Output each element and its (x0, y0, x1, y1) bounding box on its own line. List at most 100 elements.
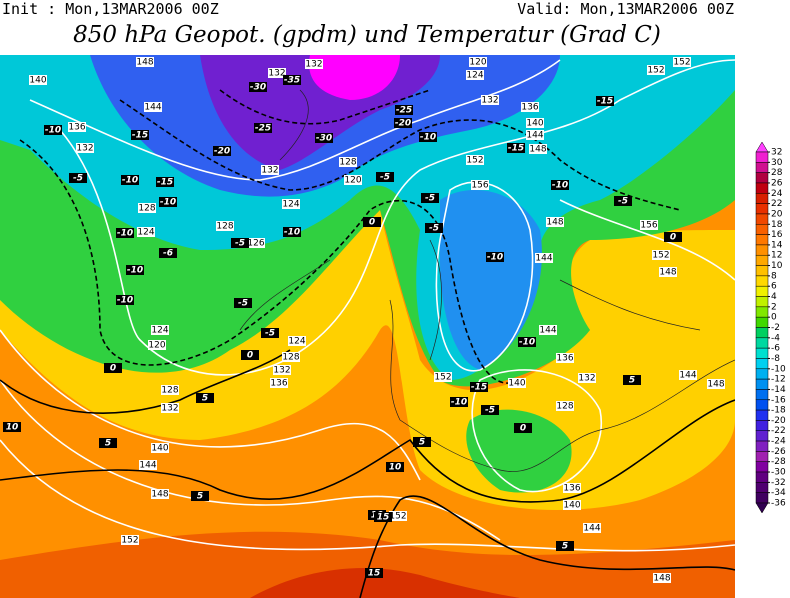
temperature-label: -35 (284, 76, 300, 86)
temperature-label: -20 (214, 147, 230, 157)
colorbar-tick-label: 24 (771, 189, 783, 199)
temperature-label-box (99, 438, 117, 448)
geopotential-label: 152 (121, 536, 138, 546)
temperature-label-box (395, 105, 413, 115)
colorbar-swatch (755, 285, 769, 297)
colorbar-swatch (755, 265, 769, 277)
geopotential-label: 148 (659, 268, 676, 278)
temperature-label-box (315, 133, 333, 143)
geopotential-label-box (139, 460, 157, 470)
colorbar-tick-label: -20 (771, 416, 786, 426)
temperature-label-box (283, 75, 301, 85)
temperature-label: 5 (562, 542, 568, 552)
geopotential-label: 140 (508, 379, 525, 389)
colorbar-swatch (755, 224, 769, 235)
colorbar-tick-label: -4 (771, 333, 780, 343)
geopotential-label-box (539, 325, 557, 335)
colorbar-swatch (755, 203, 769, 215)
geopotential-label-box (29, 75, 47, 85)
temperature-label-box (116, 228, 134, 238)
temperature-label-box (425, 223, 443, 233)
colorbar-tick-label: 12 (771, 251, 782, 261)
geopotential-label: 144 (539, 326, 556, 336)
colorbar-tick-label: -16 (771, 395, 786, 405)
geopotential-label: 128 (556, 402, 573, 412)
colorbar-swatch (755, 151, 769, 163)
map-title: 850 hPa Geopot. (gpdm) und Temperatur (G… (73, 22, 661, 48)
geopotential-label: 148 (546, 218, 563, 228)
geopotential-label: 128 (216, 222, 233, 232)
colorbar-swatch (755, 409, 769, 421)
temperature-label-box (664, 232, 682, 242)
temperature-label: 5 (105, 439, 111, 449)
valid-time: Valid: Mon,13MAR2006 00Z (517, 0, 734, 18)
geopotential-label: 144 (679, 371, 696, 381)
colorbar-swatch (755, 182, 769, 194)
temperature-label: -15 (132, 131, 148, 141)
geopotential-label-box (273, 365, 291, 375)
temperature-label-box (121, 175, 139, 185)
geopotential-contour (435, 181, 534, 372)
cold-core-east (440, 190, 542, 370)
geopotential-label: 128 (339, 158, 356, 168)
geopotential-label-box (121, 535, 139, 545)
geopotential-label: 126 (247, 239, 264, 249)
geopotential-label-box (216, 221, 234, 231)
temperature-label: -10 (519, 338, 535, 348)
geopotential-label-box (673, 57, 691, 67)
colorbar-tick-label: -18 (771, 406, 786, 416)
geopotential-label-box (76, 143, 94, 153)
temperature-label: -10 (160, 198, 176, 208)
geopotential-label-box (305, 59, 323, 69)
temperature-contour (0, 399, 735, 503)
geopotential-label: 148 (529, 145, 546, 155)
temperature-label: -5 (265, 329, 275, 339)
temperature-label-box (213, 146, 231, 156)
temperature-contour (19, 139, 521, 384)
colorbar-tick-label: 2 (771, 302, 777, 312)
geopotential-label: 140 (563, 501, 580, 511)
temperature-label: 5 (629, 376, 635, 386)
geopotential-label: 132 (481, 96, 498, 106)
temperature-label-box (518, 337, 536, 347)
temperature-label: -30 (250, 83, 266, 93)
geopotential-label: 136 (563, 484, 580, 494)
temperature-label-box (156, 177, 174, 187)
geopotential-label-box (471, 180, 489, 190)
temperature-label: -5 (425, 194, 435, 204)
temperature-label-box (131, 130, 149, 140)
colorbar-swatch (755, 492, 769, 504)
colorbar-swatch (755, 244, 769, 256)
geopotential-label: 136 (521, 103, 538, 113)
geopotential-label: 132 (305, 60, 322, 70)
geopotential-label: 136 (556, 354, 573, 364)
temperature-label-box (450, 397, 468, 407)
temperature-label-box (507, 143, 525, 153)
geopotential-label-box (508, 378, 526, 388)
geopotential-label: 132 (273, 366, 290, 376)
colorbar-tick-label: 28 (771, 168, 783, 178)
geopotential-label: 144 (144, 103, 161, 113)
temperature-label-box (126, 265, 144, 275)
geopotential-label-box (679, 370, 697, 380)
geopotential-label-box (466, 155, 484, 165)
init-time: Init : Mon,13MAR2006 00Z (2, 0, 219, 18)
temperature-label-box (374, 512, 392, 522)
geopotential-label: 144 (535, 254, 552, 264)
temperature-label-box (614, 196, 632, 206)
geopotential-label: 132 (161, 404, 178, 414)
colorbar-tick-label: -2 (771, 323, 780, 333)
colorbar-swatch (755, 162, 769, 173)
temperature-label-box (376, 172, 394, 182)
colorbar-tick-label: -32 (771, 478, 786, 488)
temperature-label-box (551, 180, 569, 190)
temperature-label: -5 (73, 174, 83, 184)
colorbar-tick-label: 18 (771, 220, 783, 230)
temperature-label-box (486, 252, 504, 262)
colorbar-swatch (755, 378, 769, 390)
temperature-label: 10 (6, 423, 19, 433)
geopotential-label-box (282, 352, 300, 362)
geopotential-contour (0, 379, 501, 541)
